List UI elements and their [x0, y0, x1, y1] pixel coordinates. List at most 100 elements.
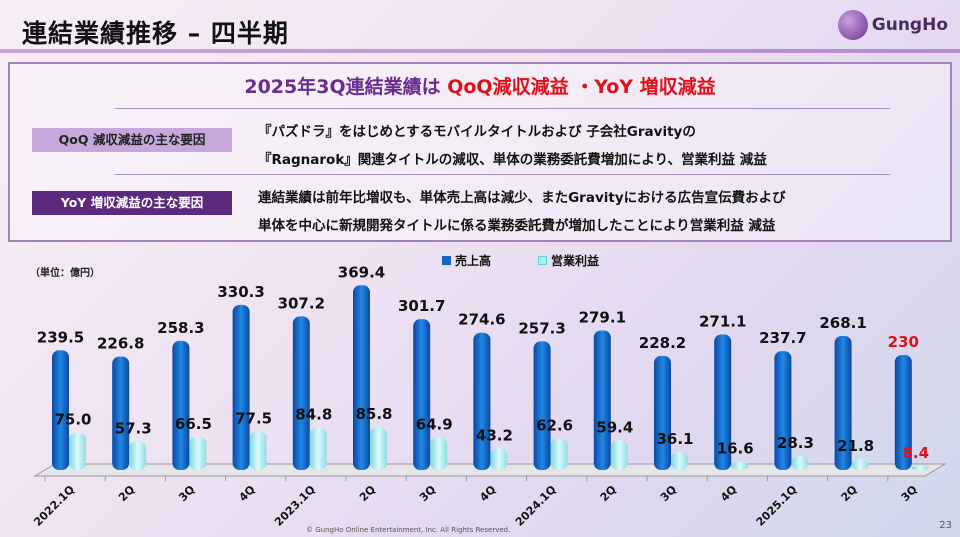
revenue-bar — [533, 341, 551, 470]
profit-label: 43.2 — [476, 426, 513, 444]
profit-bar — [550, 438, 568, 470]
x-tick-label: 2Q — [116, 483, 137, 504]
legend-profit: 営業利益 — [538, 252, 599, 269]
qoq-line: 『パズドラ』をはじめとするモバイルタイトルおよび 子会社Gravityの — [258, 124, 696, 140]
logo-text: GungHo — [871, 15, 948, 35]
x-tick-label: 2Q — [598, 483, 619, 504]
revenue-label: 274.6 — [458, 311, 505, 329]
revenue-bar — [593, 330, 611, 470]
logo-mark-icon — [837, 10, 868, 40]
legend-revenue: 売上高 — [442, 252, 491, 269]
x-tick-label: 3Q — [417, 483, 438, 504]
profit-bar — [610, 440, 628, 470]
revenue-bar — [834, 335, 852, 470]
revenue-label: 258.3 — [157, 319, 204, 337]
profit-label: 21.8 — [837, 437, 874, 455]
profit-label: 85.8 — [355, 405, 392, 423]
profit-label: 59.4 — [596, 418, 633, 436]
profit-bar — [851, 459, 869, 470]
revenue-bar — [172, 340, 190, 470]
chart-floor — [33, 463, 947, 477]
x-tick-label: 2Q — [357, 483, 378, 504]
profit-bar — [370, 427, 387, 470]
profit-bar — [129, 441, 147, 470]
profit-label: 57.3 — [115, 419, 152, 437]
profit-label: 84.8 — [295, 406, 332, 424]
revenue-bar — [353, 285, 370, 470]
revenue-label: 271.1 — [699, 312, 746, 330]
legend-label: 営業利益 — [551, 254, 600, 268]
revenue-label: 301.7 — [398, 297, 445, 315]
x-tick-label: 3Q — [899, 483, 920, 504]
profit-bar — [189, 436, 207, 470]
x-tick-label: 3Q — [658, 483, 679, 504]
profit-bar — [430, 437, 448, 470]
revenue-bar — [654, 355, 671, 470]
profit-bar — [911, 465, 929, 470]
revenue-bar — [774, 351, 792, 470]
x-tick-label: 2024.1Q — [513, 483, 559, 529]
revenue-label: 237.7 — [759, 329, 806, 347]
revenue-label: 279.1 — [579, 308, 626, 326]
yoy-line: 連結業績は前年比増収も、単体売上高は減少、またGravityにおける広告宣伝費お… — [258, 190, 786, 206]
revenue-bar — [714, 334, 732, 470]
x-tick-label: 4Q — [718, 483, 739, 504]
revenue-label: 307.2 — [278, 294, 325, 312]
headline-highlight: QoQ減収減益 ・YoY 増収減益 — [447, 76, 716, 98]
x-tick-label: 4Q — [477, 483, 498, 504]
page-title: 連結業績推移 – 四半期 — [22, 19, 289, 48]
profit-label: 16.6 — [717, 440, 754, 458]
header-divider — [0, 49, 960, 53]
profit-label: 8.4 — [903, 444, 930, 462]
x-tick-label: 3Q — [176, 483, 197, 504]
profit-bar — [309, 427, 327, 470]
qoq-tag: QoQ 減収減益の主な要因 — [32, 128, 232, 152]
revenue-bar — [413, 319, 431, 470]
profit-label: 64.9 — [416, 416, 453, 434]
revenue-label: 369.4 — [338, 263, 385, 281]
revenue-bar — [52, 350, 69, 470]
divider — [115, 108, 890, 109]
x-tick-label: 2025.1Q — [754, 483, 800, 529]
revenue-bar — [894, 355, 912, 470]
legend-label: 売上高 — [455, 254, 492, 268]
profit-bar — [791, 455, 809, 470]
revenue-bar — [292, 316, 310, 470]
revenue-label: 330.3 — [217, 283, 264, 301]
summary-headline: 2025年3Q連結業績は QoQ減収減益 ・YoY 増収減益 — [10, 72, 950, 99]
profit-bar — [490, 448, 508, 470]
x-tick-label: 2023.1Q — [272, 483, 318, 529]
revenue-label: 230 — [888, 333, 919, 351]
profit-label: 36.1 — [656, 430, 693, 448]
revenue-label: 257.3 — [518, 319, 565, 337]
profit-label: 77.5 — [235, 409, 272, 427]
page-number: 23 — [939, 520, 952, 531]
legend-swatch — [442, 256, 451, 265]
profit-label: 62.6 — [536, 417, 573, 435]
revenue-label: 226.8 — [97, 335, 144, 353]
x-tick-label: 2022.1Q — [31, 483, 77, 529]
unit-label: （単位：億円） — [30, 268, 100, 279]
profit-bar — [69, 432, 86, 470]
revenue-label: 268.1 — [819, 314, 866, 332]
legend-swatch — [538, 256, 547, 265]
qoq-line: 『Ragnarok』関連タイトルの減収、単体の業務委託費増加により、営業利益 減… — [258, 152, 767, 168]
summary-box: 2025年3Q連結業績は QoQ減収減益 ・YoY 増収減益 QoQ 減収減益の… — [8, 62, 952, 242]
gungho-logo: GungHo — [837, 10, 948, 40]
headline-prefix: 2025年3Q連結業績は — [244, 76, 448, 98]
profit-bar — [671, 451, 688, 470]
profit-bar — [249, 431, 267, 470]
copyright: © GungHo Online Entertainment, Inc. All … — [306, 526, 511, 534]
x-tick-label: 2Q — [838, 483, 859, 504]
revenue-bar — [232, 304, 250, 470]
profit-label: 28.3 — [777, 434, 814, 452]
profit-label: 66.5 — [175, 415, 212, 433]
revenue-label: 228.2 — [639, 334, 686, 352]
revenue-bar — [112, 356, 130, 470]
yoy-tag: YoY 増収減益の主な要因 — [32, 191, 232, 215]
profit-label: 75.0 — [54, 411, 91, 429]
profit-bar — [731, 461, 749, 470]
yoy-line: 単体を中心に新規開発タイトルに係る業務委託費が増加したことにより営業利益 減益 — [258, 218, 776, 234]
divider — [115, 174, 890, 175]
